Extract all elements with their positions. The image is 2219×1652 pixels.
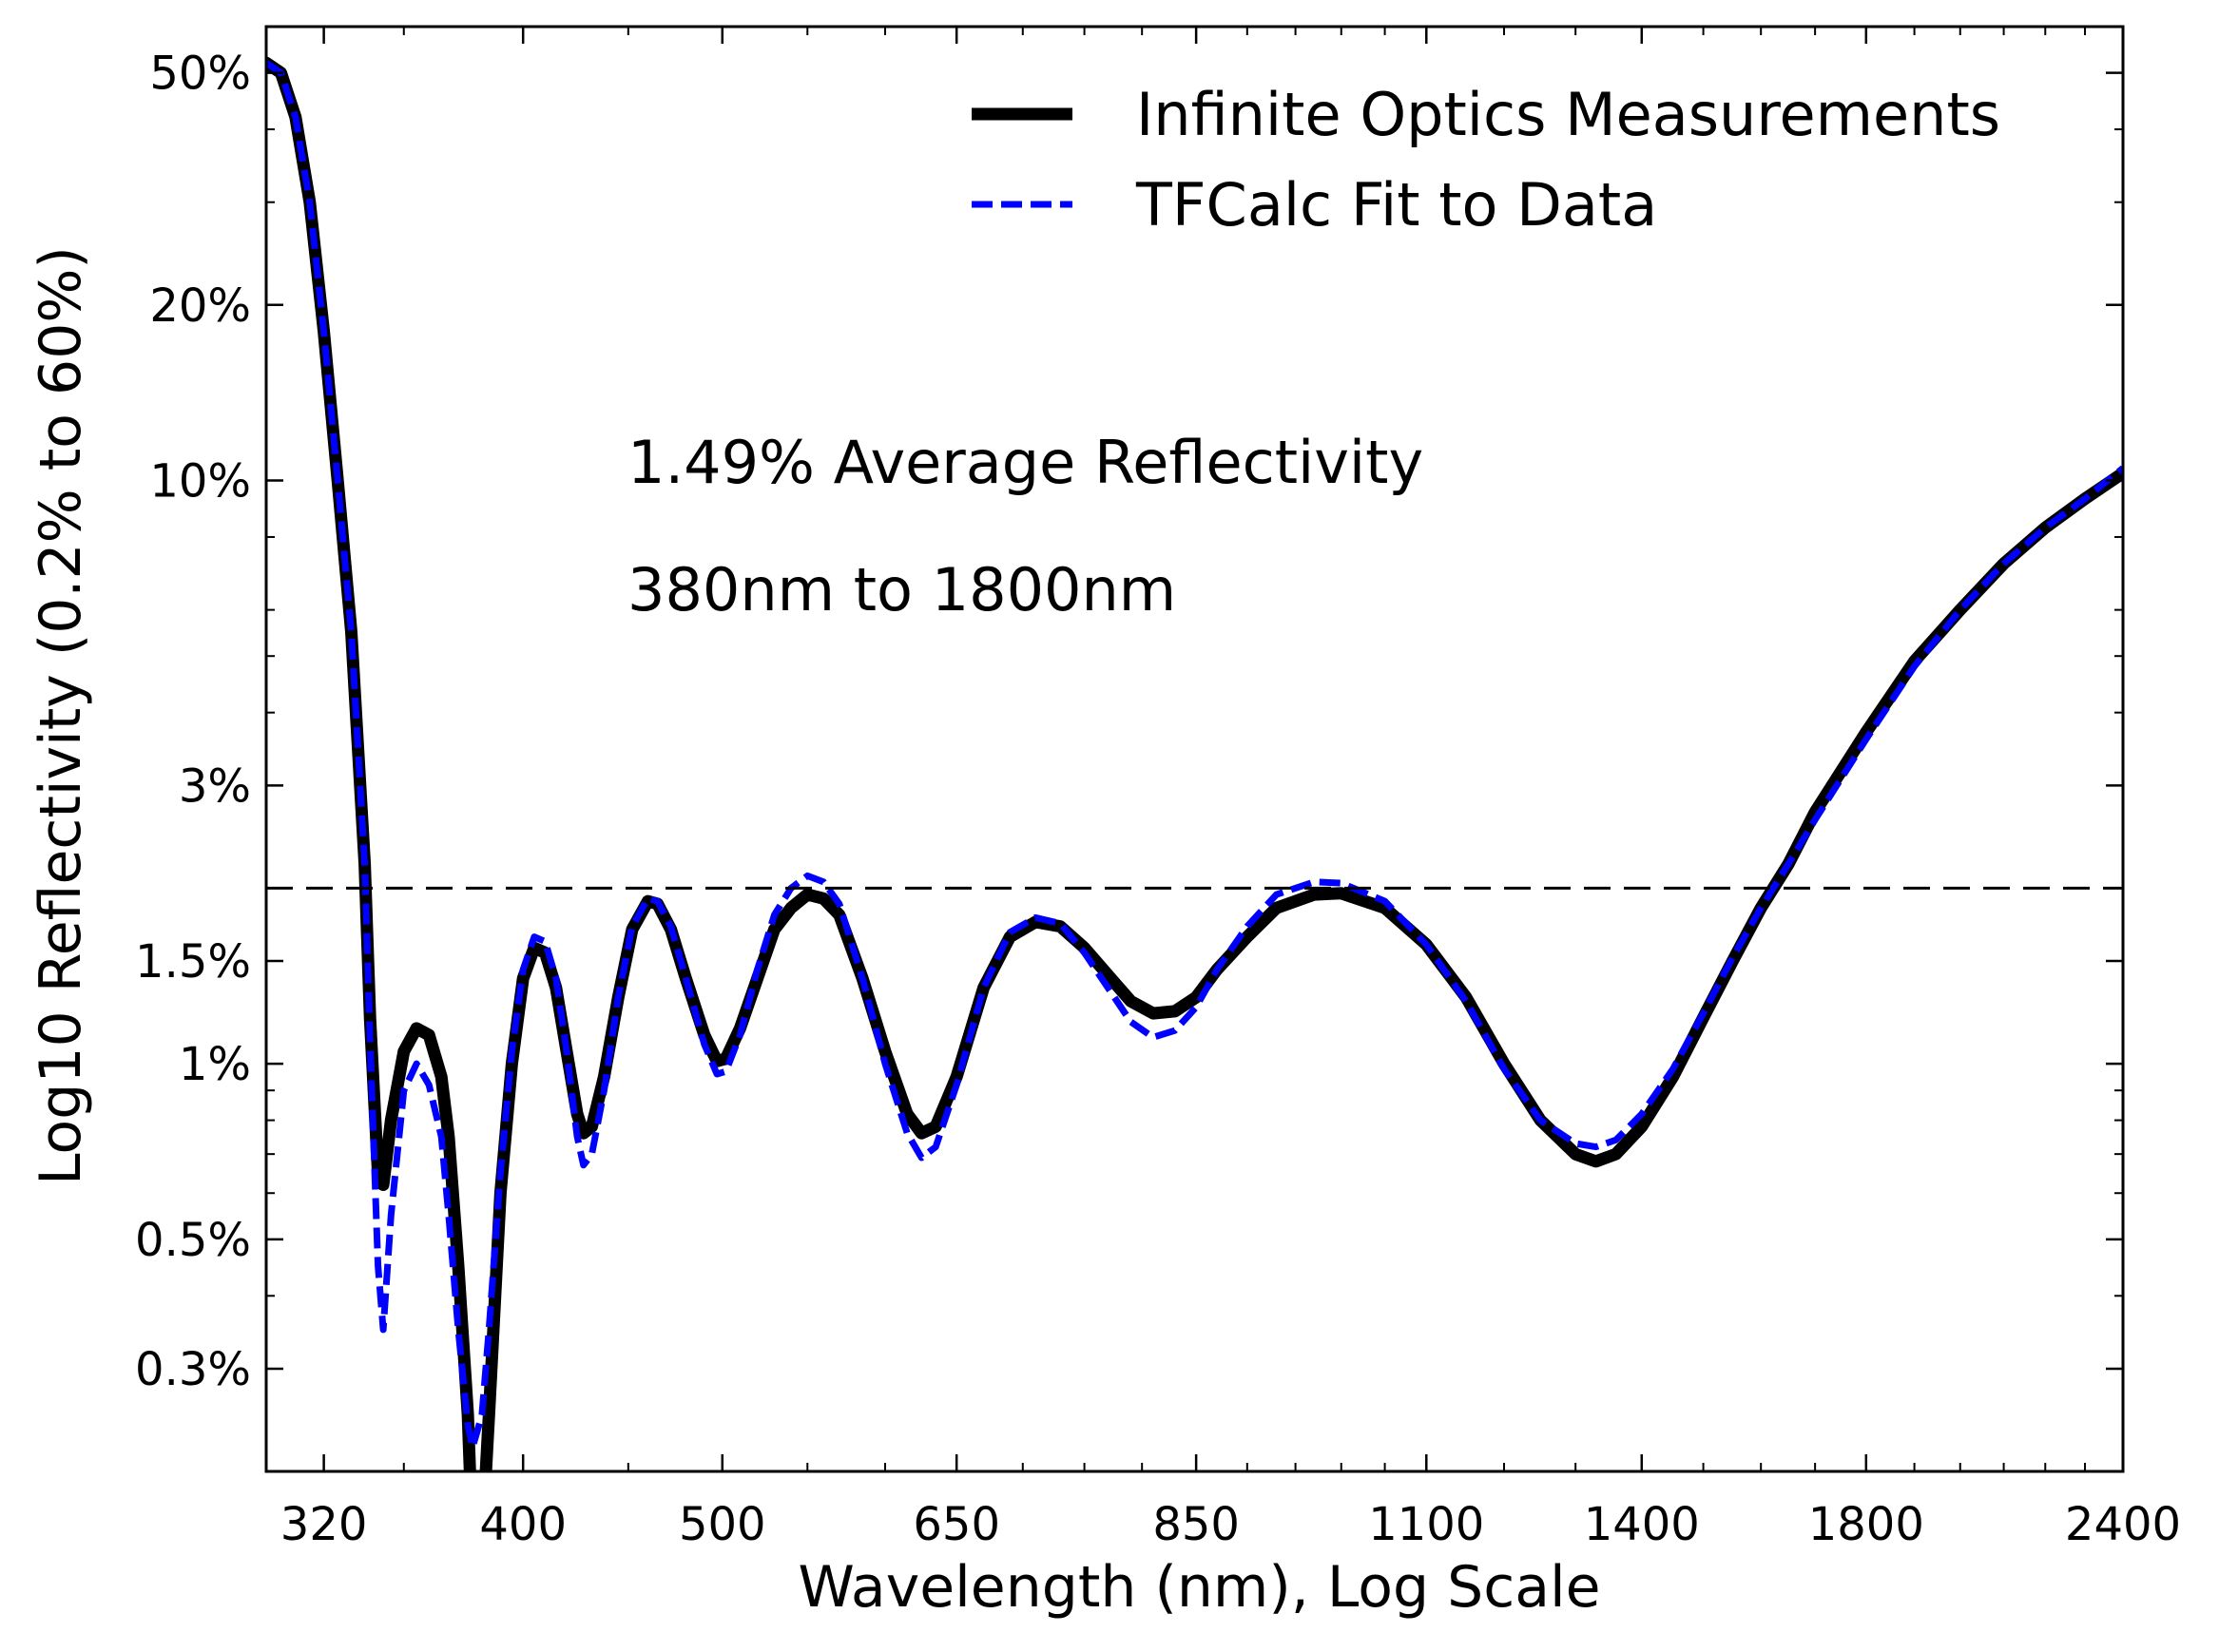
annotation-wavelength-range: 380nm to 1800nm: [627, 555, 1176, 624]
x-tick-label: 850: [1152, 1498, 1240, 1551]
series-line-measurements: [266, 56, 2123, 1471]
tick-label-layer: 320 400 500 650 850 1100 1400 1800 2400 50% 20% 10%…: [135, 48, 2181, 1551]
legend: Infinite Optics Measurements TFCalc Fit …: [972, 80, 2000, 240]
y-tick-label: 50%: [149, 48, 251, 101]
y-tick-label: 0.5%: [135, 1214, 251, 1267]
tick-layer: [266, 27, 2125, 1471]
y-axis-title: Log10 Reflectivity (0.2% to 60%): [28, 246, 94, 1185]
series-line-tfcalc-fit: [266, 60, 2123, 1451]
legend-label-measurements: Infinite Optics Measurements: [1136, 80, 2000, 149]
y-tick-label: 1%: [179, 1038, 251, 1091]
annotation-average-reflectivity: 1.49% Average Reflectivity: [627, 428, 1423, 497]
y-tick-label: 0.3%: [135, 1343, 251, 1396]
legend-label-tfcalc-fit: TFCalc Fit to Data: [1135, 170, 1657, 240]
x-tick-label: 1400: [1584, 1498, 1700, 1551]
series-layer: [266, 56, 2123, 1471]
y-tick-label: 20%: [149, 279, 251, 333]
x-tick-label: 2400: [2065, 1498, 2181, 1551]
x-axis-title: Wavelength (nm), Log Scale: [798, 1554, 1600, 1621]
y-tick-label: 1.5%: [135, 935, 251, 989]
x-tick-label: 320: [280, 1498, 368, 1551]
plot-frame: [264, 25, 2125, 1473]
x-tick-label: 1800: [1808, 1498, 1924, 1551]
x-tick-label: 650: [913, 1498, 1000, 1551]
y-tick-label: 10%: [149, 454, 251, 508]
x-tick-label: 1100: [1368, 1498, 1484, 1551]
x-tick-label: 500: [679, 1498, 766, 1551]
x-tick-label: 400: [479, 1498, 567, 1551]
y-tick-label: 3%: [179, 759, 251, 813]
